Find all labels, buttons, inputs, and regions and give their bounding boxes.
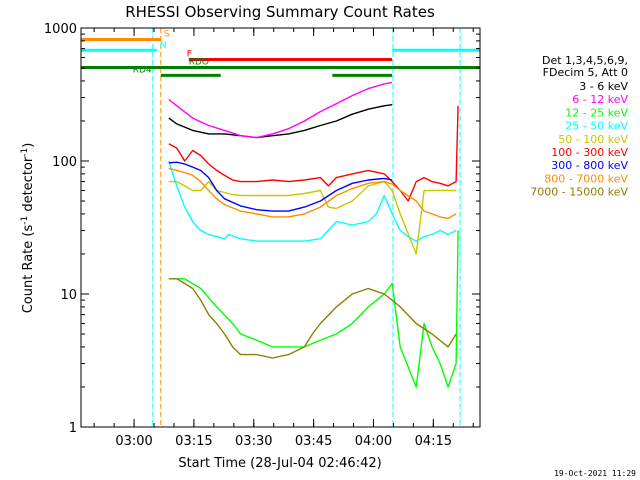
legend-entry-7: 800 - 7000 keV <box>544 172 628 185</box>
series-line-0 <box>168 104 393 139</box>
legend-entry-1: 6 - 12 keV <box>572 93 628 106</box>
legend-entry-2: 12 - 25 keV <box>565 106 628 119</box>
x-tick-label-1: 03:15 <box>175 434 212 449</box>
series-line-1 <box>168 81 393 139</box>
series-line-5 <box>168 105 459 202</box>
legend-entry-0: 3 - 6 keV <box>579 80 628 93</box>
legend-entry-8: 7000 - 15000 keV <box>530 186 628 199</box>
legend-header-0: Det 1,3,4,5,6,9, <box>542 54 628 67</box>
legend-entry-6: 300 - 800 keV <box>551 159 628 172</box>
x-tick-label-0: 03:00 <box>115 434 152 449</box>
x-axis-label: Start Time (28-Jul-04 02:46:42) <box>178 456 381 471</box>
series-line-2 <box>168 230 459 388</box>
legend-header-1: FDecim 5, Att 0 <box>543 66 628 79</box>
series-line-6 <box>168 161 393 212</box>
legend-entry-4: 50 - 100 keV <box>558 133 628 146</box>
flag-label-f: F <box>187 49 192 59</box>
flag-label-s: S <box>164 29 170 39</box>
y-tick-label-0: 1 <box>69 421 77 436</box>
footer-timestamp: 19-Oct-2021 11:29 <box>554 469 636 478</box>
legend-entry-5: 100 - 300 keV <box>551 146 628 159</box>
x-tick-label-2: 03:30 <box>235 434 272 449</box>
chart-title: RHESSI Observing Summary Count Rates <box>125 3 435 21</box>
y-axis-label: Count Rate (s-1 detector-1) <box>20 143 36 314</box>
x-tick-label-5: 04:15 <box>415 434 452 449</box>
y-tick-label-1: 10 <box>60 288 77 303</box>
x-tick-label-4: 04:00 <box>355 434 392 449</box>
flag-label-n: N <box>160 40 167 50</box>
plot-frame <box>80 27 481 428</box>
y-tick-label-3: 1000 <box>44 22 77 37</box>
legend-entry-3: 25 - 50 keV <box>565 120 628 133</box>
y-tick-label-2: 100 <box>52 155 77 170</box>
series-line-8 <box>168 278 457 359</box>
series-line-7 <box>168 167 457 220</box>
flag-label-rdo: RDO <box>189 57 209 67</box>
x-tick-label-3: 03:45 <box>295 434 332 449</box>
flag-label-rd4: RD4 <box>133 65 152 75</box>
